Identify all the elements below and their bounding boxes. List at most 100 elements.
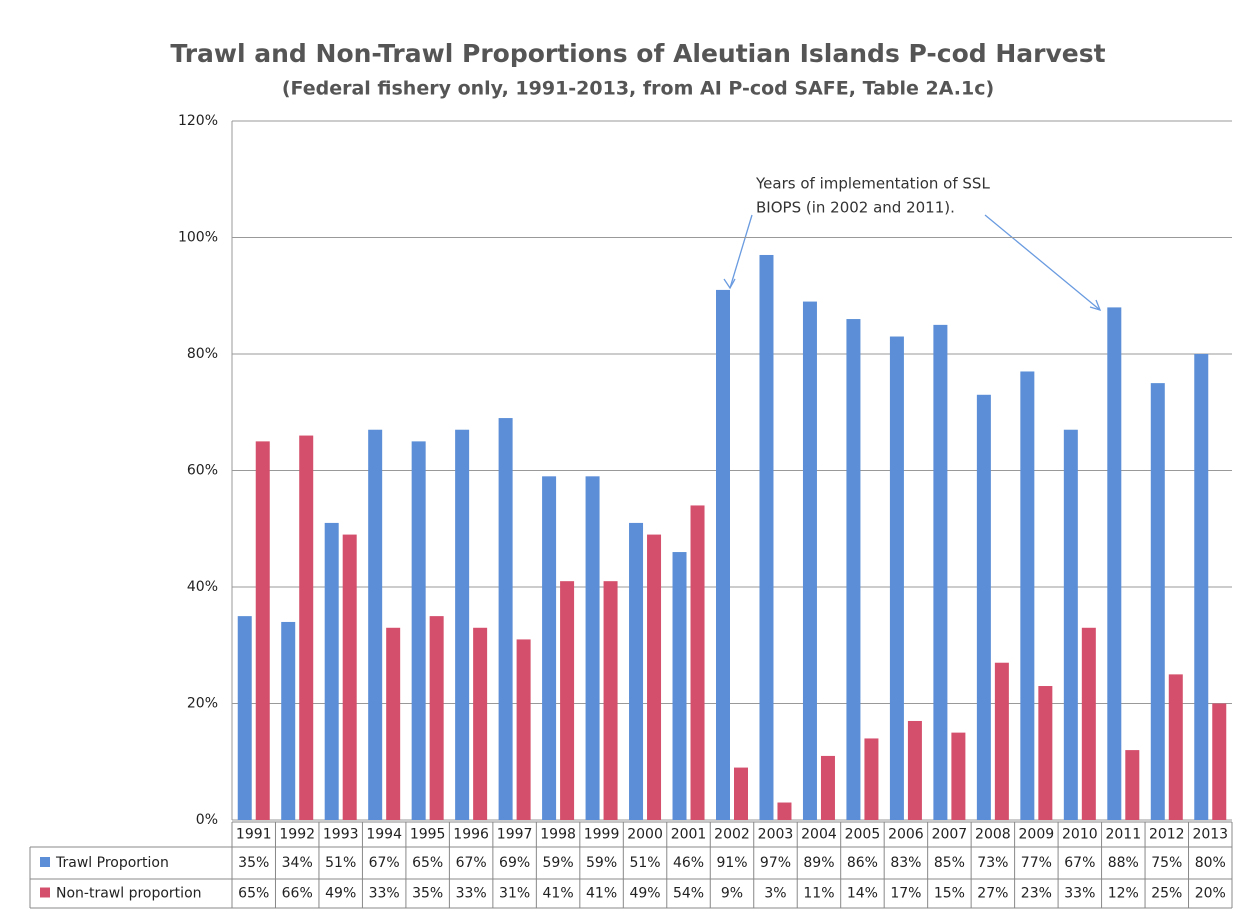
- data-label: 51%: [629, 855, 660, 871]
- bar: [455, 429, 470, 820]
- x-tick-label: 1995: [410, 827, 446, 843]
- x-tick-label: 2008: [975, 827, 1011, 843]
- bar: [629, 522, 644, 820]
- x-tick-label: 2010: [1062, 827, 1098, 843]
- data-label: 91%: [716, 855, 747, 871]
- data-label: 23%: [1021, 886, 1052, 902]
- data-label: 85%: [934, 855, 965, 871]
- bar: [846, 319, 861, 820]
- data-label: 31%: [499, 886, 530, 902]
- data-label: 83%: [890, 855, 921, 871]
- bar: [368, 429, 383, 820]
- x-tick-label: 2000: [627, 827, 663, 843]
- bar: [759, 254, 774, 821]
- legend-key: [40, 887, 50, 898]
- arrow: [984, 214, 1101, 311]
- x-tick-label: 2001: [671, 827, 707, 843]
- x-tick-label: 2006: [888, 827, 924, 843]
- data-label: 20%: [1195, 886, 1226, 902]
- x-tick-label: 2013: [1192, 827, 1228, 843]
- chart-subtitle: (Federal fishery only, 1991-2013, from A…: [282, 78, 994, 100]
- y-tick-label: 20%: [187, 696, 218, 712]
- arrow-head: [1089, 299, 1102, 312]
- bar: [342, 534, 357, 820]
- bar: [473, 627, 488, 820]
- arrow: [729, 214, 753, 289]
- data-label: 41%: [586, 886, 617, 902]
- data-label: 80%: [1195, 855, 1226, 871]
- data-label: 67%: [369, 855, 400, 871]
- bar: [324, 522, 339, 820]
- x-tick-label: 1994: [366, 827, 402, 843]
- data-label: 67%: [456, 855, 487, 871]
- data-label: 49%: [629, 886, 660, 902]
- bar: [777, 802, 792, 820]
- x-tick-label: 2011: [1105, 827, 1141, 843]
- data-label: 97%: [760, 855, 791, 871]
- data-label: 25%: [1151, 886, 1182, 902]
- y-tick-label: 0%: [196, 812, 218, 828]
- bar: [542, 476, 557, 820]
- bar: [1150, 383, 1165, 820]
- bar: [498, 418, 513, 820]
- x-tick-label: 1997: [497, 827, 533, 843]
- data-label: 3%: [764, 886, 786, 902]
- annotation: Years of implementation of SSL: [755, 175, 990, 193]
- bar: [647, 534, 662, 820]
- chart-title: Trawl and Non-Trawl Proportions of Aleut…: [170, 39, 1105, 68]
- y-tick-label: 100%: [178, 230, 218, 246]
- x-tick-label: 1993: [323, 827, 359, 843]
- bar: [802, 301, 817, 820]
- y-tick-label: 80%: [187, 346, 218, 362]
- bar: [281, 621, 296, 820]
- data-label: 9%: [721, 886, 743, 902]
- data-label: 89%: [803, 855, 834, 871]
- x-tick-label: 2009: [1019, 827, 1055, 843]
- x-tick-label: 2007: [932, 827, 968, 843]
- data-label: 67%: [1064, 855, 1095, 871]
- bar: [933, 324, 948, 820]
- bar: [1038, 686, 1053, 820]
- bar: [1125, 750, 1140, 820]
- data-label: 49%: [325, 886, 356, 902]
- arrow-head: [723, 278, 736, 290]
- data-label: 15%: [934, 886, 965, 902]
- data-label: 33%: [369, 886, 400, 902]
- bar: [1107, 307, 1122, 820]
- data-label: 33%: [1064, 886, 1095, 902]
- bar: [516, 639, 531, 820]
- bar: [734, 767, 748, 820]
- bar: [994, 662, 1009, 820]
- y-tick-label: 60%: [187, 463, 218, 479]
- bar: [1168, 674, 1183, 820]
- bar: [429, 616, 444, 820]
- bar: [237, 616, 252, 820]
- annotation: BIOPS (in 2002 and 2011).: [756, 199, 955, 217]
- bar: [1020, 371, 1035, 820]
- data-label: 65%: [238, 886, 269, 902]
- x-tick-label: 2005: [845, 827, 881, 843]
- bar: [864, 738, 879, 820]
- bar: [386, 627, 401, 820]
- bar: [255, 441, 270, 820]
- bar: [299, 435, 314, 820]
- data-label: 35%: [238, 855, 269, 871]
- data-label: 12%: [1108, 886, 1139, 902]
- data-label: 35%: [412, 886, 443, 902]
- data-label: 14%: [847, 886, 878, 902]
- x-tick-label: 2002: [714, 827, 750, 843]
- data-label: 11%: [803, 886, 834, 902]
- bar: [1212, 703, 1227, 820]
- bar: [672, 552, 687, 820]
- x-tick-label: 2003: [758, 827, 794, 843]
- x-tick-label: 1992: [279, 827, 315, 843]
- data-label: 86%: [847, 855, 878, 871]
- bar: [820, 755, 835, 820]
- data-label: 27%: [977, 886, 1008, 902]
- y-tick-label: 120%: [178, 113, 218, 129]
- bar: [951, 732, 966, 820]
- data-label: 41%: [543, 886, 574, 902]
- bar: [585, 476, 600, 820]
